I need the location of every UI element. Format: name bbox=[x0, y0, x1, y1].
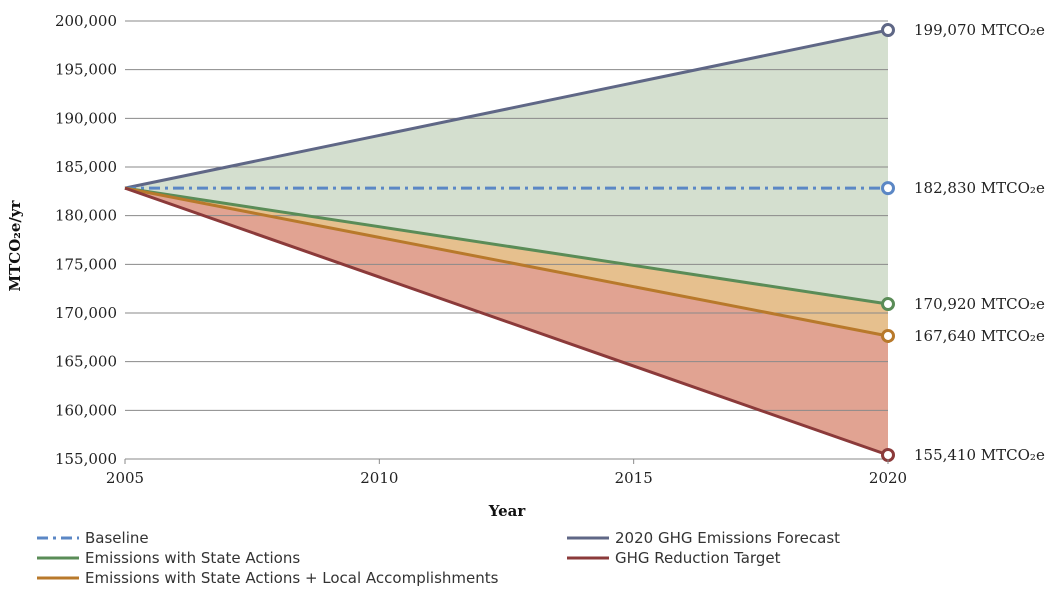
x-tick-label: 2015 bbox=[615, 469, 653, 487]
y-axis-ticks: 155,000 160,000 165,000 170,000 175,000 180,0… bbox=[55, 12, 117, 468]
y-tick-label: 195,000 bbox=[55, 61, 117, 79]
end-markers bbox=[881, 23, 895, 463]
y-tick-label: 175,000 bbox=[55, 255, 117, 273]
y-tick-label: 180,000 bbox=[55, 207, 117, 225]
x-tick-label: 2010 bbox=[360, 469, 398, 487]
legend: Baseline 2020 GHG Emissions Forecast Emiss… bbox=[37, 529, 840, 587]
series-line bbox=[124, 186, 889, 338]
end-value-label: 182,830 MTCO₂e bbox=[914, 179, 1045, 197]
legend-label: GHG Reduction Target bbox=[615, 549, 781, 567]
end-labels: 182,830 MTCO₂e 199,070 MTCO₂e 170,920 MTCO… bbox=[914, 21, 1045, 464]
end-value-label: 170,920 MTCO₂e bbox=[914, 295, 1045, 313]
x-axis-ticks: 2005 2010 2015 2020 bbox=[106, 459, 907, 487]
end-marker bbox=[881, 297, 895, 312]
legend-label: Emissions with State Actions bbox=[85, 549, 300, 567]
series-line bbox=[124, 28, 889, 190]
end-marker bbox=[881, 448, 895, 463]
end-marker bbox=[881, 23, 895, 38]
legend-item: Emissions with State Actions + Local Acc… bbox=[37, 569, 499, 587]
y-tick-label: 165,000 bbox=[55, 353, 117, 371]
y-tick-label: 160,000 bbox=[55, 401, 117, 419]
gridlines bbox=[125, 20, 888, 460]
area-fills bbox=[125, 30, 888, 456]
legend-item: Emissions with State Actions bbox=[37, 549, 300, 567]
legend-label: Emissions with State Actions + Local Acc… bbox=[85, 569, 499, 587]
x-tick-label: 2005 bbox=[106, 469, 144, 487]
end-value-label: 167,640 MTCO₂e bbox=[914, 327, 1045, 345]
x-axis-title: Year bbox=[488, 502, 527, 520]
series-line bbox=[124, 186, 889, 457]
y-tick-label: 190,000 bbox=[55, 109, 117, 127]
legend-item: Baseline bbox=[37, 529, 149, 547]
x-tick-label: 2020 bbox=[869, 469, 907, 487]
y-tick-label: 185,000 bbox=[55, 158, 117, 176]
y-tick-label: 200,000 bbox=[55, 12, 117, 30]
series-lines bbox=[124, 28, 889, 457]
y-axis-title: MTCO₂e/yr bbox=[6, 199, 24, 291]
legend-label: 2020 GHG Emissions Forecast bbox=[615, 529, 840, 547]
legend-label: Baseline bbox=[85, 529, 149, 547]
end-value-label: 155,410 MTCO₂e bbox=[914, 446, 1045, 464]
series-line bbox=[124, 186, 889, 306]
end-marker bbox=[881, 328, 895, 343]
end-value-label: 199,070 MTCO₂e bbox=[914, 21, 1045, 39]
end-marker bbox=[881, 181, 895, 196]
y-tick-label: 155,000 bbox=[55, 450, 117, 468]
legend-item: GHG Reduction Target bbox=[567, 549, 781, 567]
y-tick-label: 170,000 bbox=[55, 304, 117, 322]
legend-item: 2020 GHG Emissions Forecast bbox=[567, 529, 840, 547]
